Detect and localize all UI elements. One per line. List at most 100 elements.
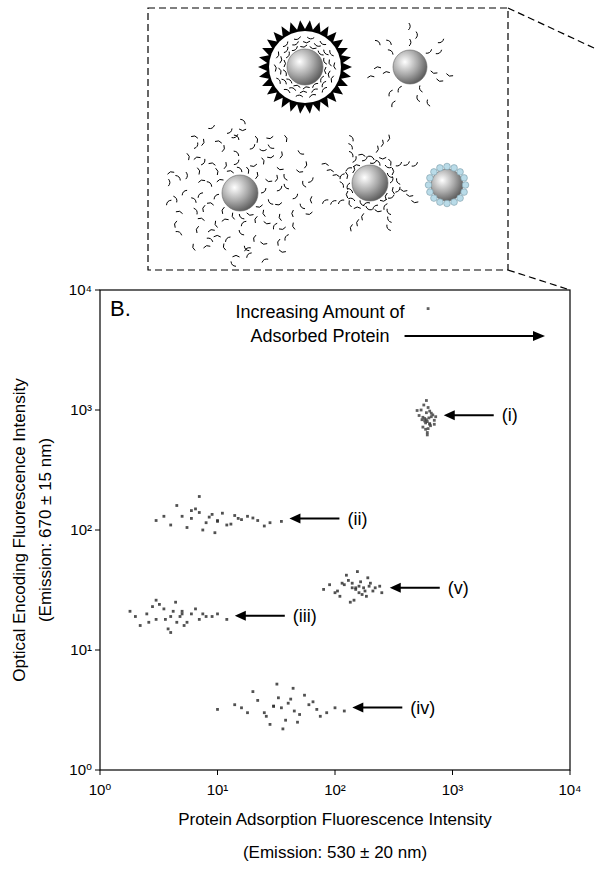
arrow-shaft	[452, 414, 494, 416]
cluster-arrow	[352, 703, 402, 713]
polymer-strand	[358, 154, 365, 156]
data-point	[292, 687, 295, 690]
point-cluster	[129, 599, 229, 634]
x-tick	[217, 770, 218, 775]
data-point	[315, 708, 318, 711]
polymer-strand	[321, 76, 324, 82]
data-point	[359, 580, 362, 583]
polymer-strand	[284, 60, 286, 67]
polymer-strand	[215, 141, 222, 143]
polymer-strand	[198, 180, 205, 183]
polymer-strand	[325, 67, 327, 74]
adsorbed-dot	[427, 189, 434, 196]
polymer-strand	[222, 207, 224, 214]
data-point	[225, 618, 228, 621]
data-point	[334, 591, 337, 594]
data-point	[175, 504, 178, 507]
data-point	[256, 519, 259, 522]
polymer-strand	[328, 71, 330, 78]
adsorbed-dot	[461, 175, 468, 182]
data-point	[428, 410, 431, 413]
polymer-strand	[333, 175, 340, 177]
polymer-strand	[396, 162, 402, 166]
data-point	[151, 605, 154, 608]
arrow-head	[390, 583, 401, 593]
polymer-strand	[330, 50, 334, 56]
polymer-strand	[392, 101, 396, 107]
polymer-strand	[279, 250, 286, 252]
arrow-head	[235, 611, 246, 621]
data-point	[374, 586, 377, 589]
polymer-strand	[209, 163, 216, 165]
polymer-strand	[201, 159, 205, 165]
polymer-strand	[437, 79, 444, 82]
polymer-strand	[222, 145, 225, 152]
data-point	[181, 610, 184, 613]
polymer-strand	[237, 167, 242, 172]
x-tick	[570, 770, 571, 775]
polymer-strand	[368, 156, 374, 160]
data-point	[293, 710, 296, 713]
data-point	[216, 613, 219, 616]
polymer-strand	[204, 246, 211, 248]
polymer-strand	[431, 71, 438, 74]
polymer-strand	[234, 151, 239, 156]
polymer-strand	[304, 161, 306, 168]
adsorbed-dot	[462, 182, 469, 189]
shell-gap	[269, 31, 341, 103]
polymer-strand	[370, 161, 377, 164]
polymer-strand	[320, 41, 326, 45]
cluster-label: (v)	[448, 578, 469, 598]
polymer-strand	[310, 196, 312, 203]
polymer-strand	[260, 149, 267, 151]
polymer-strand	[275, 203, 282, 206]
polymer-strand	[277, 186, 282, 191]
polymer-strand	[234, 160, 239, 165]
polymer-strand	[388, 195, 394, 199]
axes: 10⁰10¹10²10³10⁴10⁰10¹10²10³10⁴	[69, 281, 582, 798]
polymer-strand	[283, 70, 286, 76]
zoom-box	[148, 8, 508, 270]
y-axis-title: Optical Encoding Fluorescence Intensity	[10, 378, 29, 682]
bead	[287, 49, 323, 85]
y-axis-title-detail: (Emission: 670 ± 15 nm)	[36, 438, 55, 622]
polymer-strand	[216, 168, 218, 175]
adsorbed-dot	[457, 195, 464, 202]
cluster-label: (iii)	[293, 606, 317, 626]
polymer-strand	[191, 198, 196, 203]
polymer-strand	[279, 68, 282, 75]
polymer-strand	[193, 244, 196, 251]
polymer-strand	[385, 193, 387, 200]
polymer-strand	[380, 199, 387, 201]
polymer-strand	[168, 172, 175, 175]
annotation-text: Increasing Amount ofAdsorbed Protein	[235, 302, 405, 346]
polymer-strand	[208, 125, 214, 128]
data-point	[422, 426, 425, 429]
polymer-strand	[263, 210, 265, 217]
data-point	[216, 708, 219, 711]
data-point	[433, 423, 436, 426]
polymer-strand	[226, 237, 231, 242]
data-point	[351, 582, 354, 585]
polymer-strand	[194, 208, 197, 214]
polymer-strand	[217, 179, 224, 182]
polymer-strand	[285, 135, 288, 142]
data-point	[269, 521, 272, 524]
polymer-strand	[285, 235, 289, 241]
annotation-line: Adsorbed Protein	[250, 326, 389, 346]
polymer-strand	[214, 194, 219, 199]
data-point	[353, 599, 356, 602]
x-tick-label: 10⁴	[558, 781, 581, 798]
polymer-strand	[250, 164, 257, 166]
polymer-strand	[280, 56, 282, 63]
polymer-strand	[323, 200, 329, 204]
polymer-strand	[292, 210, 294, 217]
data-point	[351, 586, 354, 589]
x-tick-label: 10¹	[207, 781, 229, 798]
polymer-strand	[411, 201, 418, 203]
polymer-strand	[308, 177, 313, 182]
data-point	[358, 591, 361, 594]
polymer-strand	[278, 239, 281, 246]
polymer-strand	[262, 158, 265, 165]
annotation-arrow	[405, 331, 545, 341]
